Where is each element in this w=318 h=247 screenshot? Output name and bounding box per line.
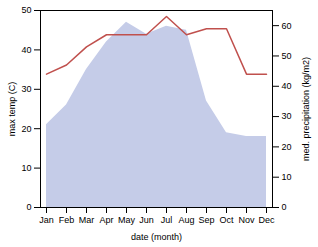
svg-text:40: 40	[21, 45, 31, 55]
svg-text:10: 10	[21, 163, 31, 173]
svg-text:60: 60	[282, 21, 292, 31]
svg-text:Oct: Oct	[219, 215, 234, 225]
svg-text:med. precipitation (kg/m2): med. precipitation (kg/m2)	[301, 57, 311, 161]
svg-text:30: 30	[282, 111, 292, 121]
svg-text:Nov: Nov	[238, 215, 255, 225]
svg-text:0: 0	[26, 202, 31, 212]
svg-text:30: 30	[21, 84, 31, 94]
svg-text:10: 10	[282, 172, 292, 182]
svg-text:20: 20	[282, 142, 292, 152]
svg-text:Jan: Jan	[39, 215, 54, 225]
svg-text:Apr: Apr	[99, 215, 113, 225]
svg-text:Dec: Dec	[258, 215, 275, 225]
svg-text:Aug: Aug	[178, 215, 194, 225]
svg-text:0: 0	[282, 202, 287, 212]
svg-text:date (month): date (month)	[131, 232, 182, 242]
svg-text:May: May	[118, 215, 136, 225]
svg-text:max temp (C): max temp (C)	[7, 82, 17, 137]
svg-text:Jun: Jun	[139, 215, 154, 225]
svg-text:50: 50	[21, 5, 31, 15]
svg-text:Mar: Mar	[79, 215, 95, 225]
svg-text:50: 50	[282, 51, 292, 61]
svg-text:Sep: Sep	[198, 215, 214, 225]
svg-text:20: 20	[21, 124, 31, 134]
svg-text:40: 40	[282, 81, 292, 91]
svg-text:Feb: Feb	[59, 215, 75, 225]
svg-text:Jul: Jul	[161, 215, 173, 225]
